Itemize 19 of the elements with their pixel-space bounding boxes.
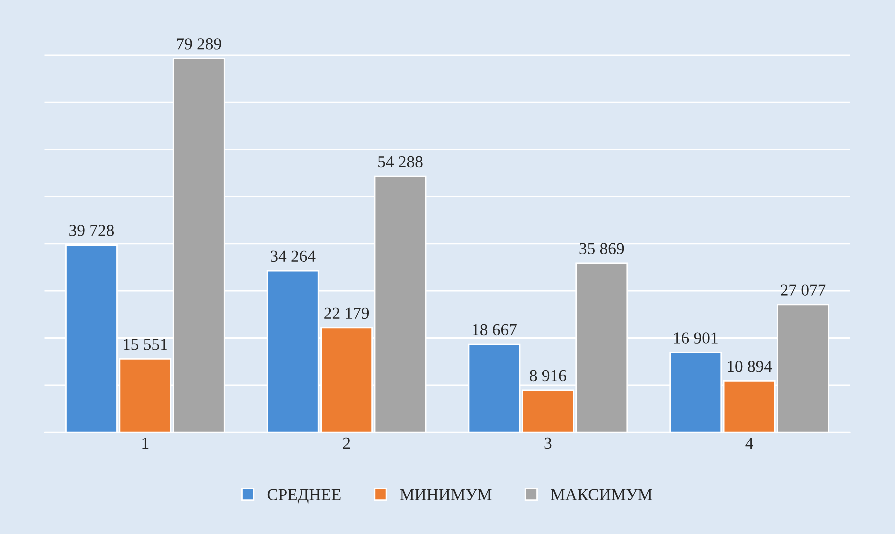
x-tick-label: 2 (343, 438, 350, 449)
legend-label: МАКСИМУМ (551, 489, 652, 500)
data-label: 35 869 (580, 243, 624, 254)
x-tick-label: 4 (746, 438, 754, 449)
x-tick-label: 3 (544, 438, 552, 450)
x-tick-label: 1 (142, 438, 149, 449)
data-label: 8 916 (530, 370, 566, 382)
data-label: 10 894 (728, 360, 772, 372)
data-label: 39 728 (70, 225, 114, 236)
data-label: 18 667 (473, 324, 517, 336)
data-label: 79 289 (177, 38, 222, 50)
data-label: 54 288 (378, 156, 423, 168)
data-label: 22 179 (324, 308, 370, 320)
legend-label: МИНИМУМ (400, 489, 492, 500)
data-label: 15 551 (124, 339, 168, 350)
data-label: 34 264 (270, 250, 316, 262)
data-label: 27 077 (781, 284, 826, 296)
legend-label: СРЕДНЕЕ (268, 489, 341, 504)
data-label: 16 901 (674, 332, 718, 344)
